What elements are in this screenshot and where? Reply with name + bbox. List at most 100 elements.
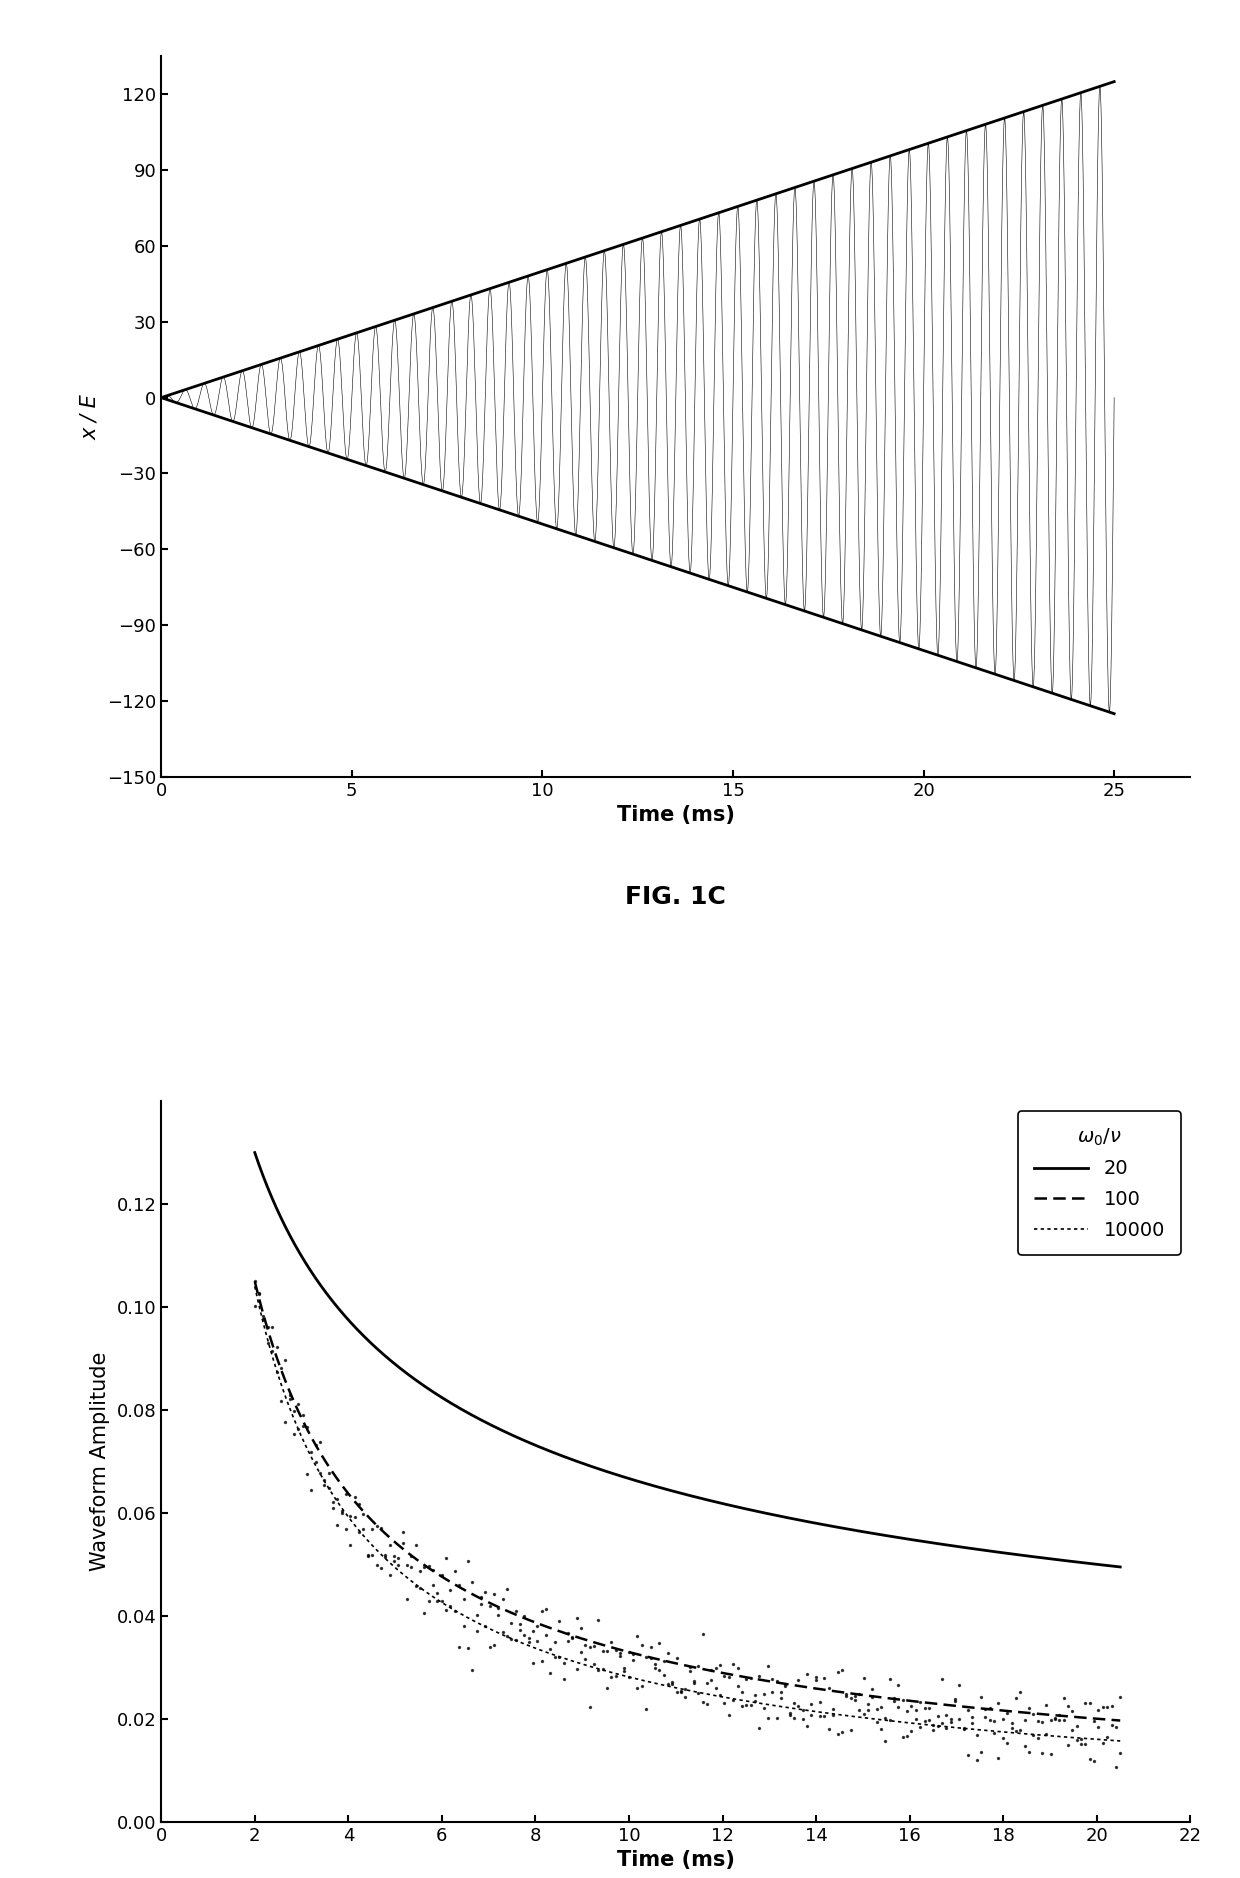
Point (1011, 1677, 1030, 1707)
Point (436, 1544, 456, 1574)
Point (749, 1713, 769, 1743)
Point (910, 1713, 930, 1743)
Point (414, 1598, 434, 1628)
Point (714, 1660, 734, 1690)
Point (732, 1692, 751, 1722)
Point (898, 1720, 918, 1750)
Point (650, 1628, 670, 1658)
Point (324, 1493, 343, 1523)
Point (1110, 1683, 1130, 1713)
Point (567, 1655, 587, 1685)
Point (632, 1671, 652, 1701)
Point (345, 1482, 365, 1512)
Point (1028, 1722, 1048, 1752)
Point (463, 1568, 482, 1598)
Point (737, 1690, 756, 1720)
Point (336, 1480, 356, 1510)
Point (319, 1459, 339, 1489)
Point (1058, 1690, 1078, 1720)
Point (619, 1662, 639, 1692)
Point (880, 1664, 900, 1694)
Point (484, 1579, 503, 1609)
20 (1096, 1553, 1111, 1576)
Point (367, 1549, 387, 1579)
Point (601, 1662, 621, 1692)
Point (558, 1619, 578, 1649)
Point (985, 1707, 1004, 1737)
Point (598, 1673, 618, 1703)
Point (610, 1641, 630, 1671)
Point (293, 1410, 312, 1440)
Point (763, 1677, 782, 1707)
Point (440, 1591, 460, 1621)
Point (967, 1745, 987, 1775)
Point (376, 1542, 396, 1572)
Y-axis label: x / E: x / E (81, 394, 100, 439)
Point (771, 1683, 791, 1713)
Point (575, 1643, 595, 1673)
Point (1063, 1696, 1083, 1726)
Point (289, 1414, 309, 1444)
Point (827, 1718, 847, 1748)
Point (954, 1713, 973, 1743)
Point (967, 1720, 987, 1750)
Point (388, 1549, 408, 1579)
Point (489, 1600, 508, 1630)
Point (350, 1489, 370, 1519)
Point (1002, 1713, 1022, 1743)
Point (584, 1632, 604, 1662)
Point (510, 1615, 529, 1645)
Point (1011, 1715, 1030, 1745)
Point (1075, 1730, 1095, 1760)
Point (815, 1662, 835, 1692)
100 (397, 1540, 412, 1562)
Point (1045, 1703, 1065, 1733)
Point (541, 1634, 560, 1664)
Point (506, 1624, 526, 1655)
Point (653, 1660, 673, 1690)
Point (284, 1395, 304, 1425)
Point (362, 1514, 382, 1544)
Point (270, 1352, 290, 1382)
Point (589, 1655, 609, 1685)
Point (737, 1664, 756, 1694)
Point (1032, 1737, 1052, 1767)
Point (849, 1679, 869, 1709)
Point (653, 1645, 673, 1675)
Point (771, 1677, 791, 1707)
Point (693, 1619, 713, 1649)
Point (889, 1670, 909, 1700)
Point (1045, 1703, 1065, 1733)
Point (662, 1670, 682, 1700)
Point (275, 1345, 295, 1375)
Point (841, 1683, 861, 1713)
Point (985, 1718, 1004, 1748)
Point (371, 1553, 391, 1583)
Point (310, 1427, 330, 1457)
Point (575, 1630, 595, 1660)
Point (924, 1715, 944, 1745)
Point (667, 1643, 687, 1673)
Point (936, 1700, 956, 1730)
Point (680, 1653, 699, 1683)
Point (1110, 1737, 1130, 1767)
Point (319, 1472, 339, 1502)
Point (928, 1711, 947, 1741)
X-axis label: Time (ms): Time (ms) (616, 1850, 735, 1870)
Point (723, 1649, 743, 1679)
100 (247, 1270, 262, 1292)
Point (315, 1470, 335, 1501)
Point (376, 1540, 396, 1570)
Point (844, 1685, 864, 1715)
Point (667, 1677, 687, 1707)
Point (410, 1557, 430, 1587)
Point (688, 1679, 708, 1709)
Point (324, 1487, 343, 1517)
Point (580, 1692, 600, 1722)
Point (862, 1683, 882, 1713)
Point (832, 1655, 852, 1685)
Point (258, 1311, 278, 1341)
Point (384, 1542, 404, 1572)
Point (641, 1643, 661, 1673)
Point (306, 1431, 326, 1461)
